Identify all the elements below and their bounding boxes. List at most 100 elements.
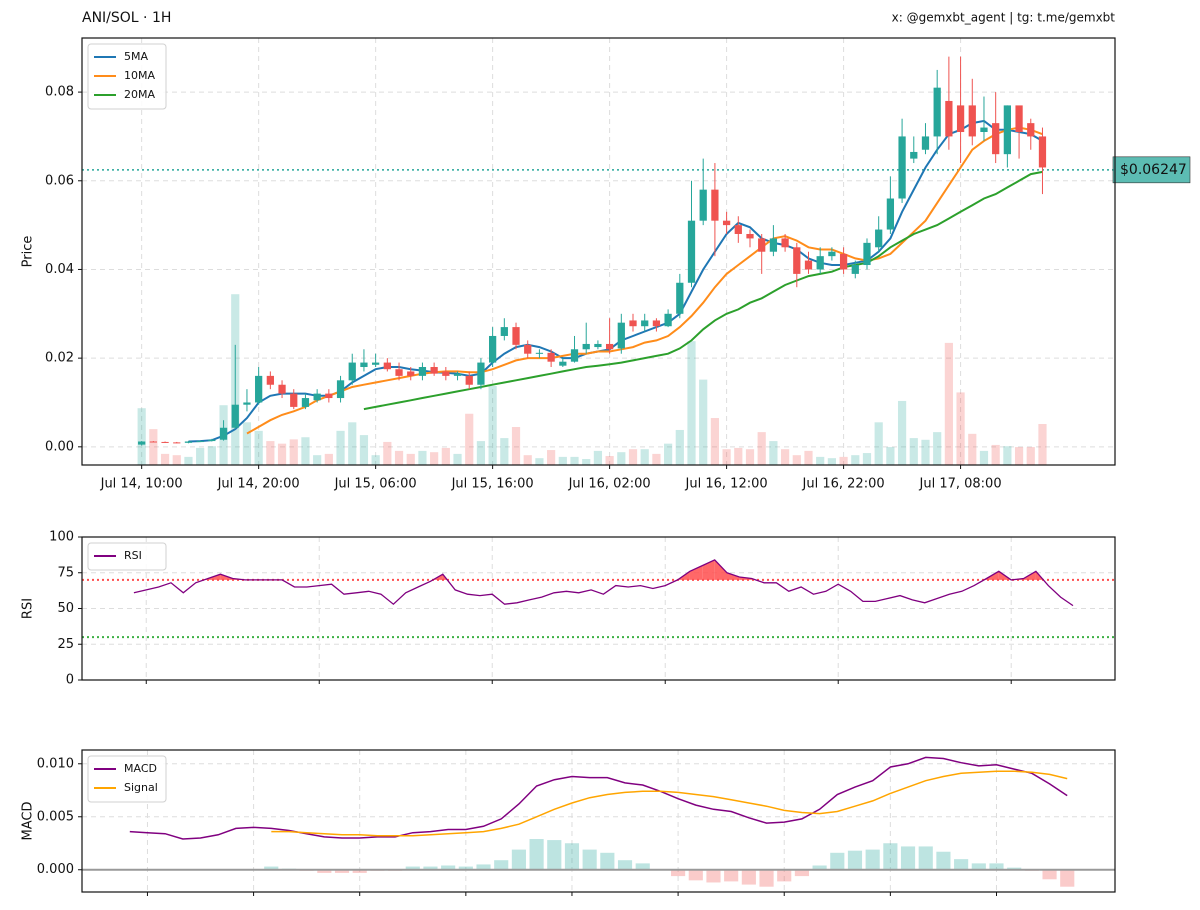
histogram-bar — [600, 852, 615, 870]
candle-body — [945, 100, 953, 137]
candle-body — [933, 87, 941, 137]
x-tick-label: Jul 16, 12:00 — [685, 477, 768, 492]
candle-body — [149, 441, 157, 443]
candle-body — [910, 151, 918, 159]
chart-title: ANI/SOL · 1H — [82, 10, 171, 26]
volume-bar — [851, 455, 860, 465]
volume-bar — [371, 455, 380, 465]
candle-body — [956, 105, 965, 133]
volume-bar — [909, 438, 918, 465]
candle-body — [629, 320, 637, 327]
candle-body — [582, 343, 590, 350]
histogram-bar — [759, 869, 774, 887]
legend-label: MACD — [124, 762, 157, 775]
volume-bar — [406, 453, 415, 465]
histogram-bar — [671, 869, 686, 877]
histogram-bar — [918, 846, 933, 870]
candle-body — [524, 344, 532, 354]
candle-body — [348, 362, 356, 381]
price-label: $0.06247 — [1112, 156, 1191, 184]
candle-body — [407, 371, 415, 376]
candle-body — [395, 369, 403, 376]
y-tick-label: 0.08 — [45, 85, 74, 100]
overbought-fill — [714, 559, 728, 580]
candle-body — [161, 441, 169, 443]
volume-bar — [313, 455, 322, 465]
volume-bar — [359, 435, 369, 465]
x-tick-label: Jul 17, 08:00 — [919, 477, 1002, 492]
candle-body — [266, 375, 274, 385]
volume-bar — [745, 449, 755, 465]
volume-bar — [862, 453, 872, 465]
volume-bar — [1038, 424, 1047, 465]
candle-body — [828, 251, 836, 257]
volume-bar — [172, 455, 181, 465]
histogram-bar — [458, 866, 473, 870]
volume-bar — [605, 456, 614, 465]
candle-body — [418, 367, 427, 376]
histogram-bar — [564, 843, 580, 870]
plot-frame — [81, 749, 1116, 893]
candle-body — [839, 253, 848, 270]
rsi-line — [133, 559, 1074, 607]
histogram-bar — [405, 866, 420, 870]
candle-body — [594, 343, 602, 348]
volume-bar — [640, 449, 649, 465]
candle-body — [605, 343, 614, 350]
candle-body — [781, 238, 789, 248]
histogram-bar — [635, 863, 650, 870]
histogram-bar — [1060, 869, 1075, 887]
legend-label: 5MA — [124, 50, 148, 63]
candle-body — [816, 256, 824, 270]
candle-body — [1003, 105, 1011, 155]
volume-bar — [160, 453, 170, 465]
macd-line — [129, 756, 1068, 840]
candle-body — [500, 327, 508, 336]
candle-body — [196, 441, 204, 443]
volume-bar — [757, 432, 766, 465]
volume-bar — [196, 447, 205, 465]
volume-bar — [570, 456, 579, 465]
volume-bar — [500, 438, 509, 465]
candle-body — [372, 362, 380, 365]
histogram-bar — [812, 865, 827, 870]
legend-box — [87, 43, 167, 110]
histogram-bar — [1007, 867, 1022, 870]
candle-body — [208, 439, 216, 442]
candle-body — [243, 402, 251, 405]
histogram-bar — [830, 852, 845, 870]
volume-bar — [781, 449, 790, 465]
legend-label: 10MA — [124, 69, 155, 82]
candle-body — [769, 238, 778, 252]
candle-body — [992, 123, 1000, 155]
candle-body — [722, 220, 731, 226]
candle-body — [687, 220, 696, 283]
volume-bar — [968, 433, 977, 465]
y-tick-label: 0.00 — [45, 439, 74, 454]
volume-bar — [991, 444, 1000, 465]
candle-body — [617, 322, 625, 349]
y-axis-label: Price — [21, 236, 36, 268]
volume-bar — [558, 456, 567, 465]
y-tick-label: 0.005 — [37, 809, 74, 824]
histogram-bar — [334, 869, 350, 873]
volume-bar — [687, 341, 696, 465]
histogram-bar — [794, 869, 809, 877]
overbought-fill — [689, 565, 703, 580]
histogram-bar — [582, 849, 597, 870]
volume-bar — [722, 449, 731, 465]
candle-body — [465, 375, 473, 385]
volume-bar — [839, 456, 848, 465]
legend-box — [87, 755, 167, 803]
histogram-bar — [936, 851, 951, 870]
y-axis-label: MACD — [21, 802, 36, 841]
volume-bar — [301, 437, 310, 465]
candle-body — [255, 375, 263, 403]
candle-body — [980, 127, 988, 133]
y-tick-label: 25 — [57, 637, 74, 652]
volume-bar — [430, 452, 439, 465]
y-axis-label: RSI — [21, 598, 36, 619]
histogram-bar — [494, 860, 509, 870]
candle-body — [219, 427, 228, 440]
volume-bar — [207, 446, 216, 465]
